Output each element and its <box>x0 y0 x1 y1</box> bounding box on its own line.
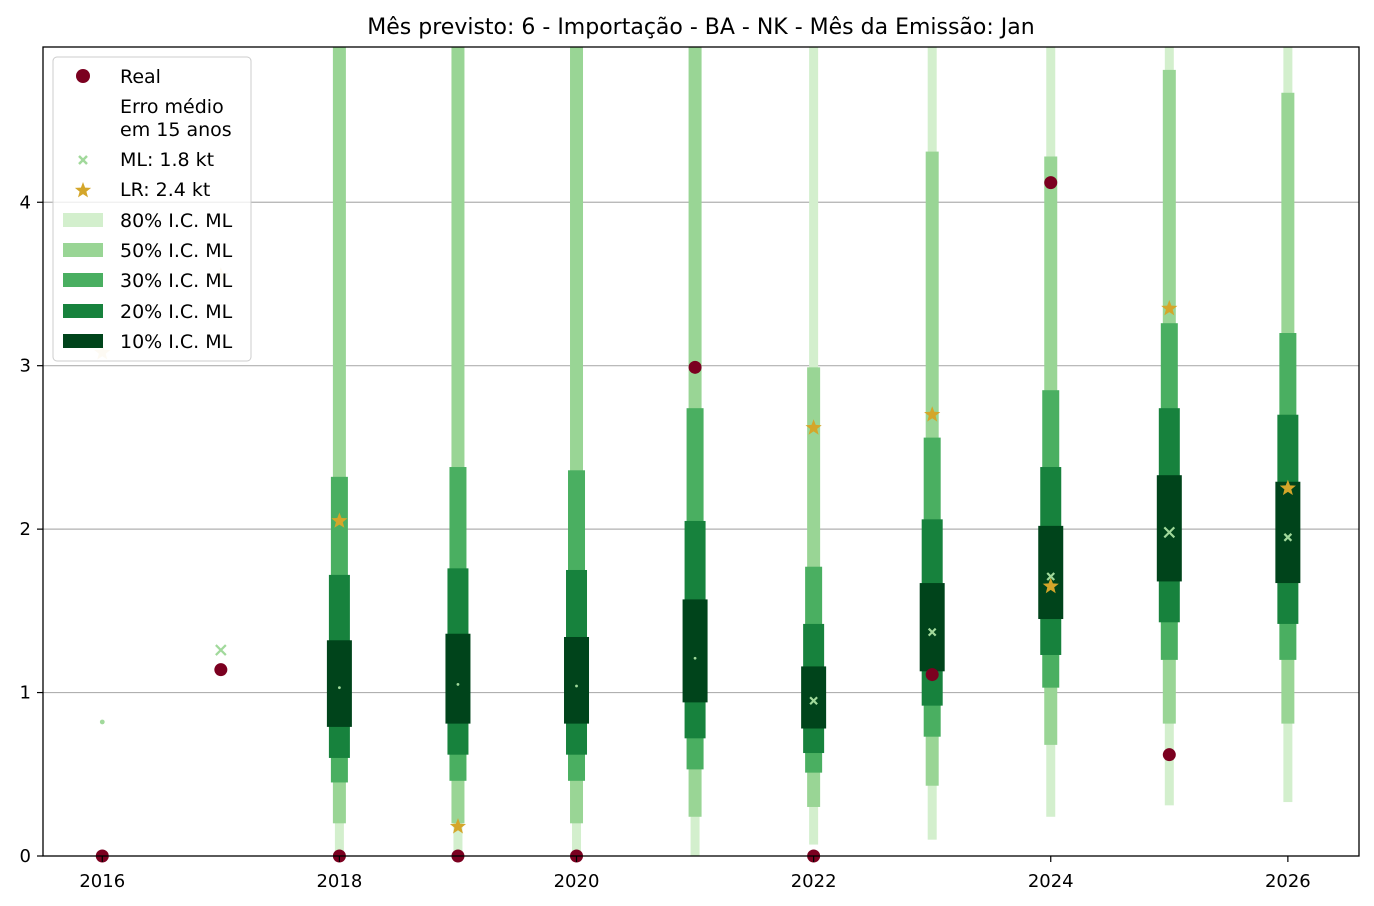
lr-point-2022 <box>805 419 822 435</box>
ml-point-2020 <box>575 684 578 688</box>
legend-ml-marker <box>78 155 88 165</box>
ml-point-2021 <box>693 656 697 660</box>
plot-frame <box>42 46 1360 857</box>
y-tick-label-2: 2 <box>20 519 31 540</box>
real-point-2017 <box>214 663 228 677</box>
ml-point-2026 <box>1283 533 1293 542</box>
ci10-bar-2023 <box>919 583 945 672</box>
legend-note-line2: em 15 anos <box>120 119 232 141</box>
legend-real-marker <box>76 69 90 83</box>
legend-ci80-label: 80% I.C. ML <box>120 210 233 232</box>
ci10-bar-2019 <box>445 633 471 724</box>
lr-point-2023 <box>924 406 941 422</box>
lr-point-2024 <box>1042 577 1059 594</box>
ml-point-2016 <box>99 719 105 725</box>
y-tick-label-0: 0 <box>20 846 31 867</box>
legend-ci20-label: 20% I.C. ML <box>120 301 233 323</box>
y-tick-label-1: 1 <box>20 683 31 704</box>
confidence-intervals <box>326 47 1301 856</box>
x-tick-label-2016: 2016 <box>79 871 125 892</box>
real-point-2024 <box>1044 176 1058 190</box>
legend-ci30-swatch <box>63 273 103 287</box>
lr-point-2026 <box>1279 479 1296 496</box>
legend-ci20-swatch <box>63 304 103 318</box>
ci10-bar-2020 <box>564 636 590 724</box>
ci10-bar-2021 <box>682 599 708 703</box>
lr-point-2019 <box>449 818 466 834</box>
legend-lr-label: LR: 2.4 kt <box>120 179 210 201</box>
legend-ci10-label: 10% I.C. ML <box>120 331 233 353</box>
ml-point-2023 <box>927 627 937 637</box>
ci10-bar-2025 <box>1156 475 1182 582</box>
ml-point-2018 <box>337 686 341 690</box>
axis-ticks: 2016 2018 2020 2022 2024 2026 0 1 2 3 4 <box>20 192 1311 892</box>
y-tick-label-4: 4 <box>20 192 31 213</box>
ci10-bar-2022 <box>801 666 827 729</box>
ci10-bar-2024 <box>1038 525 1064 620</box>
legend-real-label: Real <box>120 66 161 88</box>
x-tick-label-2018: 2018 <box>316 871 362 892</box>
chart-title: Mês previsto: 6 - Importação - BA - NK -… <box>367 15 1034 40</box>
legend-ml-label: ML: 1.8 kt <box>120 149 214 171</box>
legend: Real Erro médio em 15 anos ML: 1.8 kt LR… <box>52 56 252 362</box>
real-point-2023 <box>925 668 939 682</box>
legend-note-line1: Erro médio <box>120 96 224 118</box>
x-tick-label-2022: 2022 <box>791 871 837 892</box>
legend-ci80-swatch <box>63 213 103 227</box>
legend-ci10-swatch <box>63 334 103 348</box>
lr-point-2025 <box>1161 300 1178 316</box>
x-tick-label-2024: 2024 <box>1028 871 1074 892</box>
legend-ci30-label: 30% I.C. ML <box>120 270 233 292</box>
ci10-bar-2026 <box>1275 481 1301 584</box>
legend-ci50-swatch <box>63 243 103 257</box>
ml-point-2017 <box>215 644 227 656</box>
ml-point-2022 <box>809 696 818 706</box>
y-tick-label-3: 3 <box>20 356 31 377</box>
x-tick-label-2020: 2020 <box>554 871 600 892</box>
real-point-2025 <box>1162 748 1176 762</box>
ml-point-2024 <box>1046 572 1056 581</box>
x-tick-label-2026: 2026 <box>1265 871 1311 892</box>
legend-lr-marker <box>74 182 92 198</box>
ml-point-2019 <box>456 682 460 686</box>
lr-point-2018 <box>331 512 348 528</box>
legend-ci50-label: 50% I.C. ML <box>120 240 233 262</box>
ml-point-2025 <box>1163 526 1176 539</box>
real-point-2021 <box>688 360 702 374</box>
ci10-bar-2018 <box>326 640 352 727</box>
